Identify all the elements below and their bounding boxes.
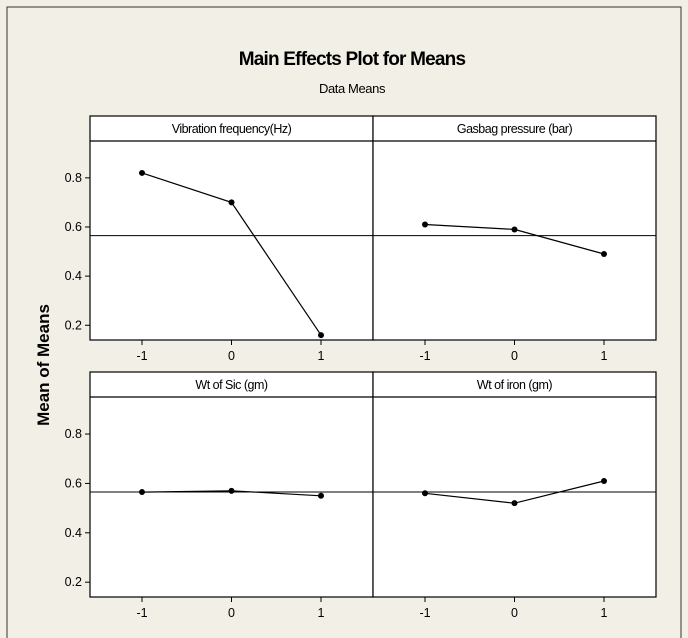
panel-4-x-tick-label-2: 0 (511, 606, 518, 620)
panel-2-x-tick-label-2: 0 (511, 349, 518, 363)
panel-1-y-tick-label-1: 0.2 (65, 318, 82, 332)
chart-outer-border (6, 6, 682, 638)
panel-1-x-tick-label-3: 1 (318, 349, 325, 363)
panel-1-y-tick-label-4: 0.8 (65, 171, 82, 185)
panel-1-title: Vibration frequency(Hz) (172, 122, 292, 136)
panel-3-data-point-3 (318, 492, 324, 499)
y-axis-label: Mean of Means (34, 304, 53, 426)
panel-2-data-point-3 (601, 251, 607, 258)
panel-3-y-tick-label-2: 0.4 (65, 526, 82, 540)
panel-4-data-point-2 (511, 500, 518, 507)
panel-4-data-point-3 (601, 477, 607, 484)
panel-1-y-tick-label-2: 0.4 (65, 269, 82, 283)
panel-3-y-tick-label-1: 0.2 (65, 575, 82, 589)
panel-2-title: Gasbag pressure (bar) (457, 122, 573, 136)
panel-2-data-point-1 (422, 221, 428, 228)
panel-3-frame (89, 371, 374, 598)
panel-2-x-tick-label-3: 1 (601, 349, 608, 363)
panels-group: Vibration frequency(Hz) -1 0 1 0.2 0.4 0.6 0.8 G… (65, 115, 657, 620)
panel-3-y-tick-label-3: 0.6 (65, 476, 82, 490)
panel-4-x-tick-label-3: 1 (601, 606, 608, 620)
panel-1-data-point-3 (318, 332, 324, 339)
panel-2-x-tick-label-1: -1 (419, 349, 430, 363)
panel-3-x-tick-label-3: 1 (318, 606, 325, 620)
panel-4-x-tick-label-1: -1 (419, 606, 430, 620)
panel-1-frame (89, 115, 374, 341)
panel-1-y-tick-label-3: 0.6 (65, 220, 82, 234)
panel-1-x-tick-label-2: 0 (228, 349, 235, 363)
panel-4-data-point-1 (422, 490, 428, 497)
panel-3-y-tick-label-4: 0.8 (65, 427, 82, 441)
chart-subtitle: Data Means (319, 81, 386, 96)
panel-3-x-tick-label-2: 0 (228, 606, 235, 620)
panel-3-data-point-1 (139, 489, 145, 496)
panel-1-data-point-1 (139, 169, 145, 176)
panel-4-frame (372, 371, 657, 598)
panel-3-x-tick-label-1: -1 (136, 606, 147, 620)
chart-title: Main Effects Plot for Means (239, 49, 466, 70)
panel-4-title: Wt of iron (gm) (477, 378, 552, 392)
panel-3-data-point-2 (228, 487, 235, 494)
panel-1-data-point-2 (228, 199, 235, 206)
panel-3-title: Wt of Sic (gm) (195, 378, 268, 392)
panel-1-x-tick-label-1: -1 (136, 349, 147, 363)
panel-2-data-point-2 (511, 226, 518, 233)
